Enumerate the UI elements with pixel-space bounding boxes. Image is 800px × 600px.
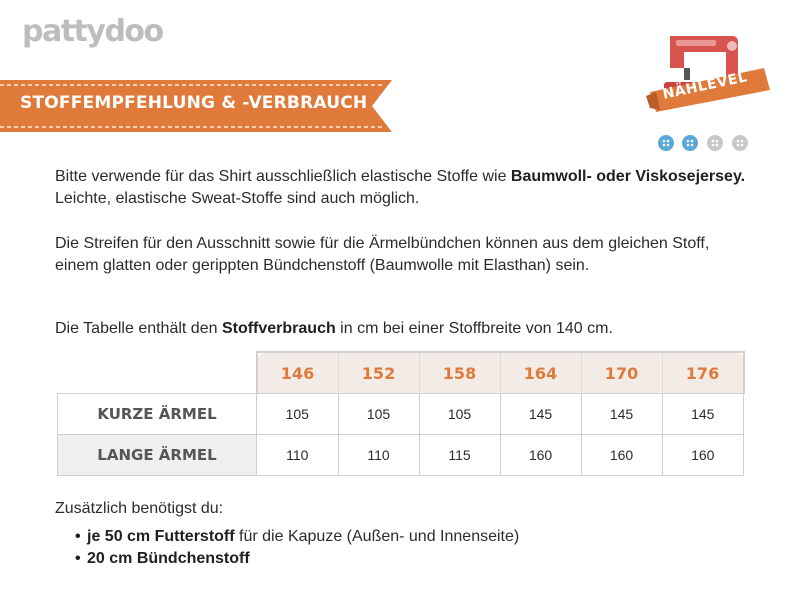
table-cell: 160 [580, 434, 663, 476]
table-cell: 160 [499, 434, 582, 476]
table-cell: 115 [418, 434, 501, 476]
table-cell: 105 [418, 393, 501, 435]
section-title: STOFFEMPFEHLUNG & -VERBRAUCH [20, 93, 368, 113]
level-dots [658, 135, 748, 151]
level-dot-2 [682, 135, 698, 151]
table-cell: 110 [337, 434, 420, 476]
additional-intro: Zusätzlich benötigst du: [55, 500, 224, 517]
list-item: 20 cm Bündchenstoff [75, 548, 519, 570]
table-header-row: 146 152 158 164 170 176 [58, 351, 745, 394]
table-cell: 145 [661, 393, 744, 435]
materials-list: je 50 cm Futterstoff für die Kapuze (Auß… [75, 526, 519, 570]
table-cell: 105 [337, 393, 420, 435]
size-header: 176 [662, 351, 745, 394]
table-cell: 160 [661, 434, 744, 476]
size-header: 152 [338, 351, 420, 394]
size-header: 170 [581, 351, 663, 394]
level-dot-4 [732, 135, 748, 151]
size-header: 158 [419, 351, 501, 394]
paragraph-fabric: Bitte verwende für das Shirt ausschließl… [55, 168, 746, 207]
table-cell: 105 [256, 393, 339, 435]
table-cell: 145 [499, 393, 582, 435]
fabric-consumption-table: 146 152 158 164 170 176 KURZE ÄRMEL 105 … [57, 351, 745, 476]
table-cell: 110 [256, 434, 339, 476]
table-row: KURZE ÄRMEL 105 105 105 145 145 145 [57, 393, 744, 435]
table-corner [58, 352, 257, 394]
pattydoo-logo: pattydoo [22, 14, 164, 49]
paragraph-strips: Die Streifen für den Ausschnitt sowie fü… [55, 235, 710, 274]
table-row: LANGE ÄRMEL 110 110 115 160 160 160 [57, 434, 744, 476]
list-item: je 50 cm Futterstoff für die Kapuze (Auß… [75, 526, 519, 548]
row-label: LANGE ÄRMEL [57, 434, 257, 476]
size-header: 164 [500, 351, 582, 394]
paragraph-table-intro: Die Tabelle enthält den Stoffverbrauch i… [55, 320, 613, 337]
level-dot-1 [658, 135, 674, 151]
level-ribbon [646, 68, 770, 112]
additional-materials: Zusätzlich benötigst du: je 50 cm Futter… [55, 498, 519, 570]
size-header: 146 [255, 351, 339, 394]
section-banner [0, 80, 392, 132]
level-dot-3 [707, 135, 723, 151]
row-label: KURZE ÄRMEL [57, 393, 257, 435]
table-cell: 145 [580, 393, 663, 435]
